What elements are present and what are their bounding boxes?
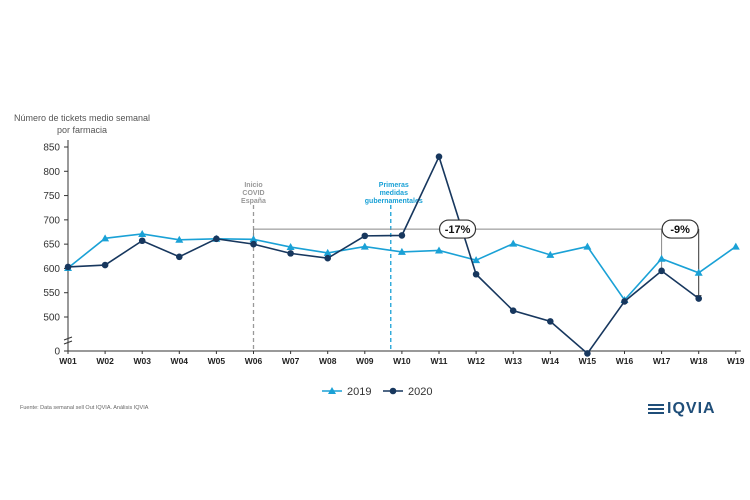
y-tick-label: 600 (43, 264, 60, 275)
x-tick-label: W15 (579, 356, 597, 366)
point-2020 (138, 237, 146, 245)
logo-text: IQVIA (667, 400, 716, 417)
y-tick-label: 500 (43, 313, 60, 324)
y-tick-label: 750 (43, 191, 60, 202)
point-2020 (324, 254, 332, 262)
point-2020 (176, 253, 183, 261)
drop-17-label: -17% (445, 224, 471, 236)
point-2020 (509, 307, 517, 314)
source-note: Fuente: Data semanal sell Out IQVIA. Aná… (20, 405, 149, 411)
iqvia-logo: IQVIA (648, 400, 716, 418)
point-2019 (360, 242, 369, 250)
point-2019 (138, 229, 147, 237)
drop-9-bubble (661, 219, 699, 239)
y-tick-label: 650 (43, 240, 60, 251)
drop-17-bubble (438, 219, 477, 239)
x-tick-label: W07 (282, 356, 300, 366)
x-tick-label: W19 (727, 356, 745, 366)
point-2020 (584, 350, 591, 357)
x-tick-label: W11 (430, 356, 447, 366)
x-tick-label: W04 (171, 356, 189, 366)
x-tick-label: W18 (690, 356, 708, 366)
x-tick-label: W13 (504, 356, 522, 366)
point-2020 (658, 267, 665, 275)
point-2020 (250, 240, 257, 248)
series-line-2020 (67, 154, 700, 355)
point-2020 (547, 318, 554, 325)
point-2019 (657, 254, 666, 262)
point-2019 (546, 250, 555, 258)
legend-label-2020: 2020 (408, 386, 432, 398)
point-2020 (101, 261, 109, 269)
point-2019 (472, 256, 481, 264)
x-tick-label: W10 (393, 356, 411, 366)
point-2020 (435, 153, 443, 161)
axis-break-mark (63, 336, 73, 345)
y-tick-label: 0 (54, 347, 60, 358)
x-tick-label: W03 (133, 356, 151, 366)
x-tick-label: W17 (653, 356, 671, 366)
logo-bars-icon (648, 402, 664, 416)
point-2019 (175, 235, 184, 243)
point-2020 (621, 298, 628, 305)
point-2020 (287, 250, 294, 257)
series-line-2019 (67, 233, 737, 302)
point-2020 (64, 263, 72, 271)
legend-marker-2020 (389, 387, 397, 395)
point-2019 (435, 246, 443, 254)
point-2019 (509, 239, 518, 247)
x-tick-label: W14 (542, 356, 560, 366)
legend-marker-2019 (328, 387, 336, 394)
y-tick-label: 850 (43, 143, 60, 154)
measures-label: Primeras medidas gubernamentales (365, 182, 423, 205)
point-2020 (695, 295, 702, 302)
point-2020 (361, 232, 369, 240)
point-2020 (213, 235, 220, 243)
point-2019 (101, 234, 110, 242)
point-2020 (472, 270, 480, 278)
point-2019 (397, 247, 406, 255)
point-2019 (249, 235, 258, 243)
x-tick-label: W16 (616, 356, 634, 366)
x-tick-label: W05 (208, 356, 226, 366)
y-tick-label: 550 (43, 288, 60, 299)
x-tick-label: W12 (467, 356, 485, 366)
x-tick-label: W02 (96, 356, 114, 366)
point-2019 (731, 242, 740, 250)
point-2019 (583, 242, 592, 250)
y-axis-title: Número de tickets medio semanal por farm… (13, 113, 151, 135)
x-tick-label: W01 (59, 356, 77, 366)
point-2019 (323, 248, 332, 256)
point-2020 (398, 232, 406, 239)
y-tick-label: 800 (43, 167, 60, 178)
legend-label-2019: 2019 (347, 386, 371, 398)
x-tick-label: W08 (319, 356, 337, 366)
drop-9-label: -9% (670, 224, 690, 236)
y-tick-label: 700 (43, 215, 60, 226)
x-tick-label: W09 (356, 356, 374, 366)
point-2019 (286, 243, 295, 251)
x-tick-label: W06 (245, 356, 263, 366)
point-2019 (694, 268, 703, 276)
covid-label: Inicio COVID España (241, 182, 266, 205)
